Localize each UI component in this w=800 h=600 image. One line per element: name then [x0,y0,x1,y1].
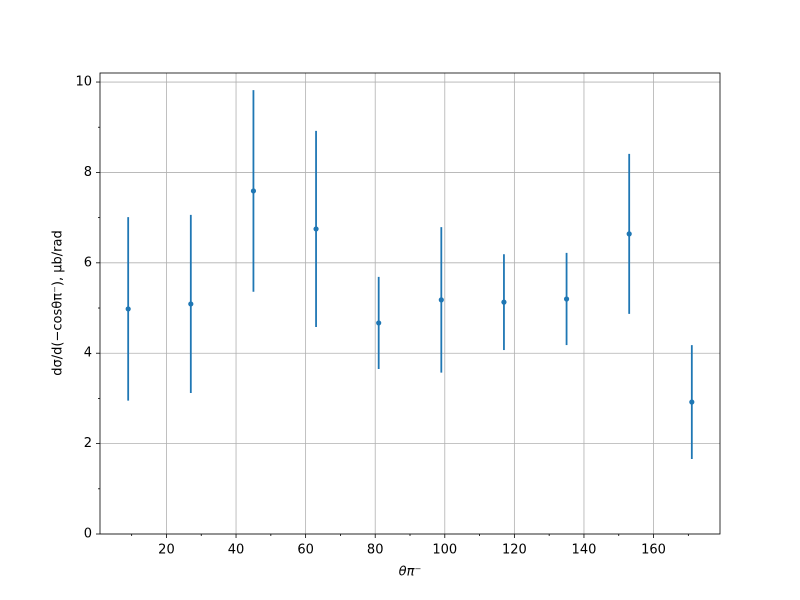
y-tick-label: 10 [75,75,92,90]
data-point [125,306,131,312]
data-point [376,320,382,326]
x-tick-label: 40 [228,543,245,558]
y-axis-label: dσ/d(−cosθπ⁻), μb/rad [51,230,66,375]
x-tick-label: 140 [572,543,597,558]
data-point [563,296,570,302]
data-point [501,299,507,305]
y-tick-label: 0 [84,527,92,542]
x-tick-label: 60 [297,543,314,558]
x-axis-label: θπ⁻ [399,565,422,580]
data-point [626,231,632,237]
y-tick-label: 2 [84,436,92,451]
x-tick-label: 80 [367,543,384,558]
x-tick-label: 160 [641,543,666,558]
y-tick-label: 6 [84,255,92,270]
x-tick-label: 120 [502,543,527,558]
x-tick-label: 100 [432,543,457,558]
y-tick-label: 4 [84,346,92,361]
x-tick-label: 20 [158,543,175,558]
data-point [438,297,444,303]
data-point [188,301,194,307]
y-tick-label: 8 [84,165,92,180]
data-point [250,188,257,194]
plot-frame [99,72,721,535]
data-point [313,226,319,232]
data-point [689,399,695,405]
